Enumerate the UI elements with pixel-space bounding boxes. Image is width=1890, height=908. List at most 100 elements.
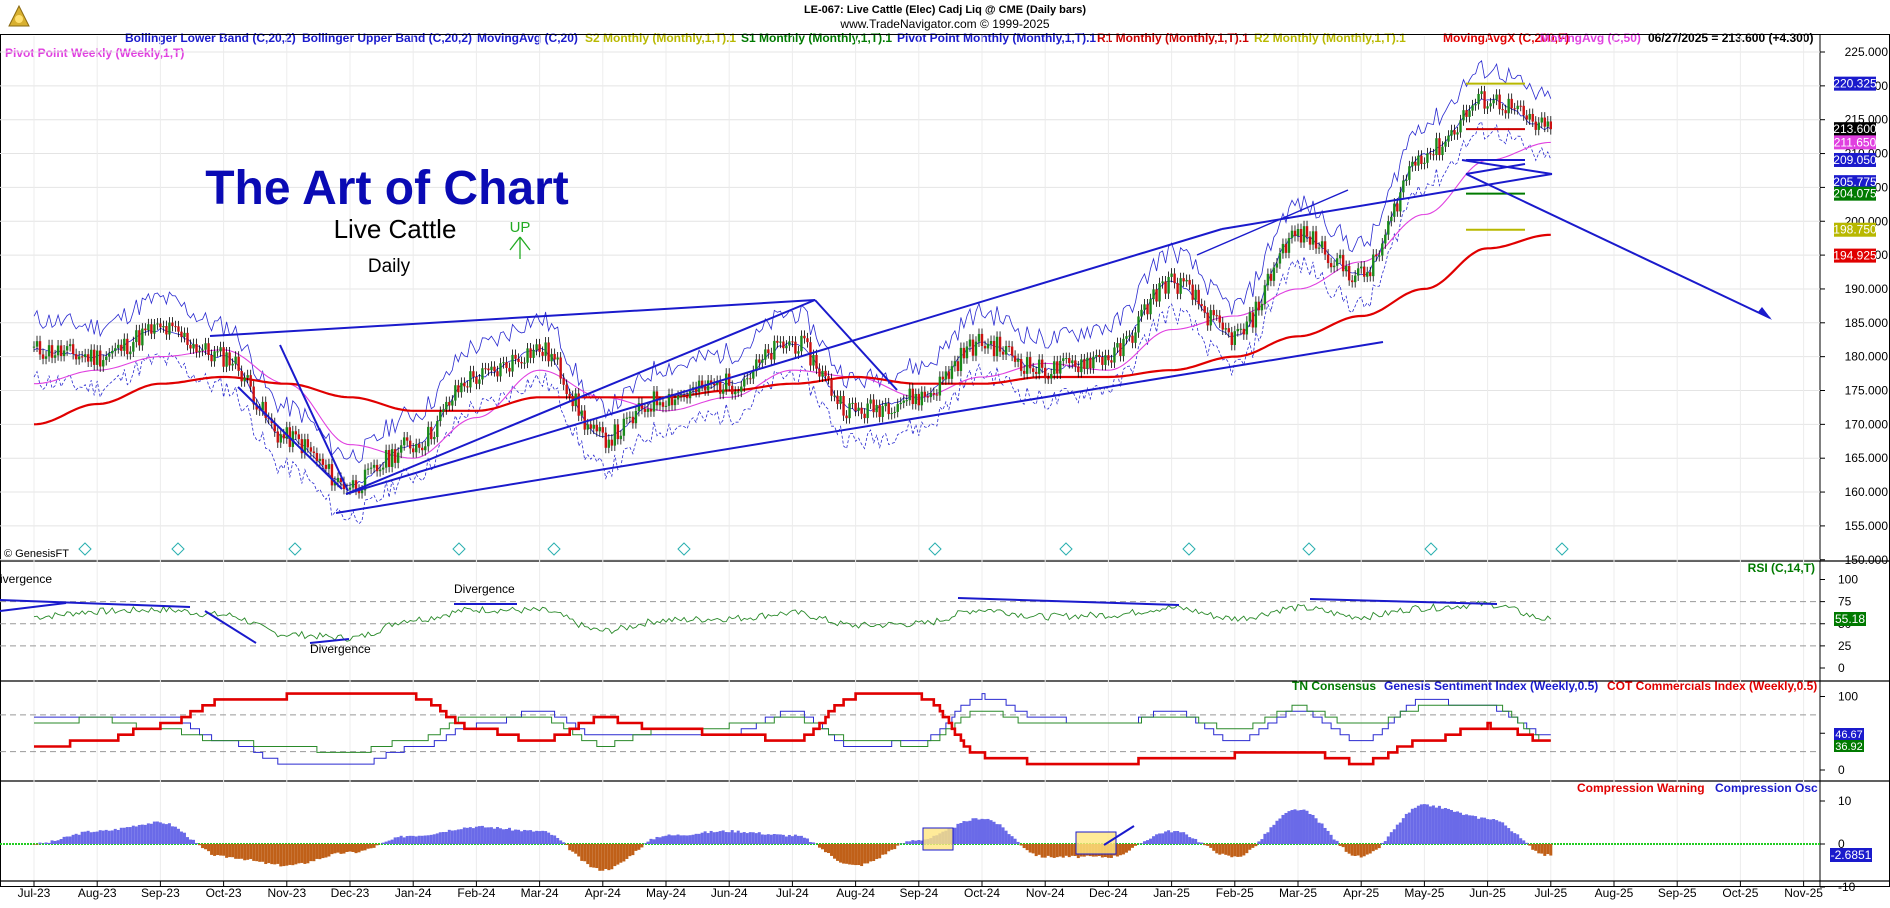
candle-body xyxy=(655,391,659,406)
candle-body xyxy=(718,380,722,394)
event-diamond-icon xyxy=(171,542,185,556)
candle-body xyxy=(788,341,791,346)
price-tick-label: 175.000 xyxy=(1845,384,1889,398)
candle-body xyxy=(1113,347,1116,363)
candle-body xyxy=(631,416,635,424)
candle-body xyxy=(1411,161,1414,167)
candle-body xyxy=(484,368,487,370)
candle-body xyxy=(1095,354,1098,357)
candle-body xyxy=(405,437,409,441)
date-tick-label: Oct-25 xyxy=(1722,886,1758,900)
trendline xyxy=(209,299,816,337)
candle-body xyxy=(222,347,225,367)
candle-body xyxy=(53,355,57,358)
candle-body xyxy=(1465,110,1468,117)
candle-body xyxy=(360,490,364,494)
candle-body xyxy=(812,354,815,366)
candle-body xyxy=(1305,226,1309,237)
candle-body xyxy=(1353,275,1357,283)
candle-body xyxy=(1245,321,1249,335)
candle-body xyxy=(1037,359,1041,374)
candle-body xyxy=(469,371,472,388)
candle-body xyxy=(1543,117,1546,127)
compression-value-tag xyxy=(1830,848,1872,862)
candle-body xyxy=(1031,368,1035,372)
candle-body xyxy=(613,424,617,446)
price-tag xyxy=(1834,186,1876,201)
candle-body xyxy=(1293,230,1297,237)
timeframe-label: Daily xyxy=(368,256,411,277)
candle-body xyxy=(412,448,415,453)
candle-body xyxy=(568,394,571,397)
legend-item: Bollinger Lower Band (C,20,2) xyxy=(125,31,296,45)
candle-body xyxy=(679,395,683,397)
candle-body xyxy=(35,341,39,347)
bollinger-upper-line xyxy=(33,60,1552,464)
candle-body xyxy=(815,354,818,369)
last-quote: 06/27/2025 = 213.600 (+4.300) xyxy=(1648,31,1813,45)
candle-body xyxy=(1010,346,1014,356)
candle-body xyxy=(1022,370,1026,374)
candle-body xyxy=(785,345,788,349)
candle-body xyxy=(126,338,129,355)
candle-body xyxy=(138,330,141,346)
candle-body xyxy=(977,333,981,342)
price-tag xyxy=(1834,175,1876,190)
candle-body xyxy=(1230,332,1233,345)
candle-body xyxy=(649,408,653,412)
candle-body xyxy=(562,378,565,385)
candle-body xyxy=(1528,113,1531,120)
price-tag xyxy=(1834,222,1876,237)
date-tick-label: Nov-24 xyxy=(1026,886,1065,900)
candle-body xyxy=(893,411,896,414)
candle-body xyxy=(1372,254,1375,277)
cot-commercials-line xyxy=(34,692,1551,766)
candle-body xyxy=(1221,322,1224,330)
candle-body xyxy=(1378,255,1381,257)
candle-body xyxy=(803,335,806,339)
candle-body xyxy=(129,351,132,355)
trendline xyxy=(1196,189,1349,256)
candle-body xyxy=(1537,122,1540,130)
price-tick-label: 150.000 xyxy=(1845,553,1889,567)
candle-body xyxy=(1468,110,1471,117)
candle-body xyxy=(120,344,123,351)
candle-body xyxy=(1110,360,1113,363)
candle-body xyxy=(938,376,942,396)
candle-body xyxy=(1001,351,1005,355)
candle-body xyxy=(384,450,388,468)
divergence-line xyxy=(957,597,1180,606)
candle-body xyxy=(1155,289,1158,302)
candle-body xyxy=(634,410,638,424)
candle-body xyxy=(821,370,824,377)
candle-body xyxy=(565,384,568,395)
candle-body xyxy=(1098,354,1101,358)
candle-body xyxy=(1209,310,1212,326)
candle-body xyxy=(1462,110,1465,121)
date-tick-label: Nov-23 xyxy=(267,886,306,900)
candle-body xyxy=(1182,278,1185,282)
legend-item: S1 Monthly (Monthly,1,T).1 xyxy=(741,31,892,45)
candle-body xyxy=(252,386,255,405)
candle-body xyxy=(315,452,319,461)
candle-body xyxy=(1089,357,1092,369)
candle-body xyxy=(99,350,102,367)
candle-body xyxy=(872,399,875,413)
candle-body xyxy=(1263,285,1267,305)
candle-body xyxy=(276,431,279,443)
candle-body xyxy=(577,393,580,416)
candle-body xyxy=(899,402,902,405)
candle-body xyxy=(782,341,785,349)
price-tag-label: 213.600 xyxy=(1833,122,1877,136)
candle-body xyxy=(339,477,343,482)
candle-body xyxy=(601,427,604,433)
candle-body xyxy=(1375,254,1378,257)
sentiment-legend-item: Genesis Sentiment Index (Weekly,0.5) xyxy=(1384,679,1598,693)
candle-body xyxy=(189,344,192,349)
candle-body xyxy=(944,371,948,380)
candle-body xyxy=(44,356,48,359)
candle-body xyxy=(1086,357,1089,369)
candle-body xyxy=(869,399,872,404)
candle-body xyxy=(676,396,680,400)
candle-body xyxy=(1044,367,1047,379)
